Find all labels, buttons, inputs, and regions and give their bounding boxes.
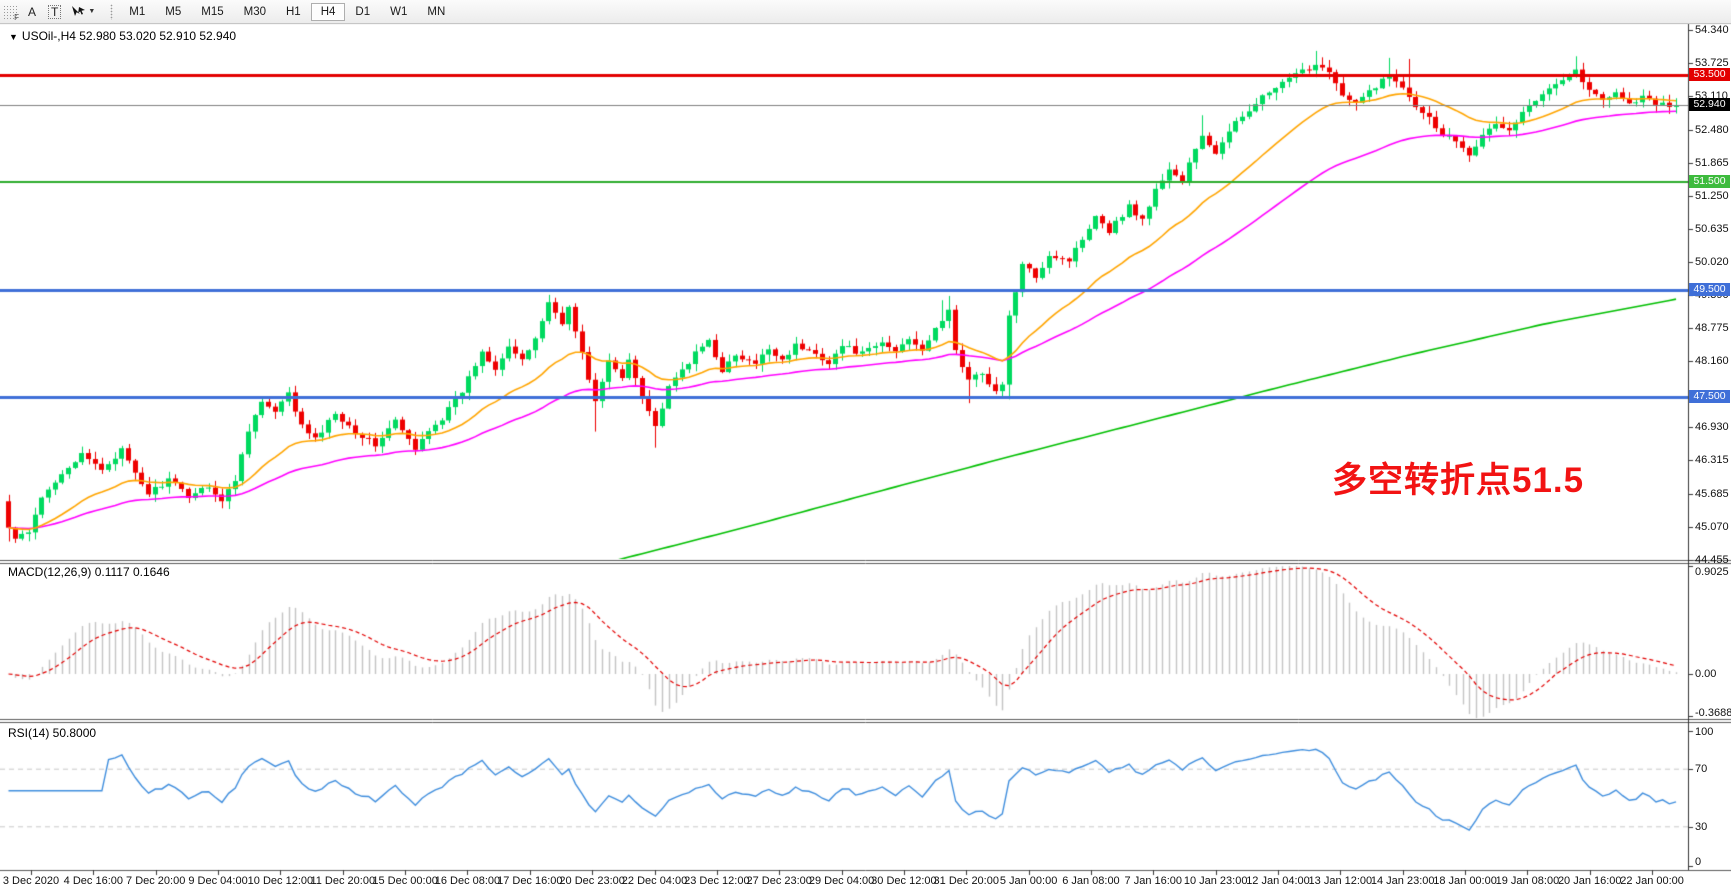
time-tick-label: 20 Jan 16:00 — [1557, 875, 1622, 887]
timeframe-button-D1[interactable]: D1 — [355, 6, 371, 18]
timeframe-button-H1[interactable]: H1 — [286, 6, 301, 18]
time-tick-label: 16 Dec 08:00 — [434, 875, 501, 887]
price-tick-label: 44.455 — [1695, 554, 1729, 566]
time-tick-label: 5 Jan 00:00 — [999, 875, 1058, 887]
toolbar-separator — [110, 3, 114, 20]
price-tick-label: 52.480 — [1695, 123, 1729, 136]
label-tool-button[interactable]: A — [22, 3, 42, 21]
symbol-dropdown-icon[interactable]: ▼ — [9, 32, 18, 42]
time-tick-label: 12 Jan 04:00 — [1246, 875, 1310, 887]
time-tick-label: 20 Dec 23:00 — [559, 875, 625, 887]
indicator-tick-label: 70 — [1695, 763, 1708, 776]
price-tick-label: 51.250 — [1695, 189, 1729, 202]
time-tick-label: 9 Dec 04:00 — [188, 875, 248, 887]
timeframe-button-M30[interactable]: M30 — [243, 6, 266, 18]
time-tick-label: 6 Jan 08:00 — [1062, 875, 1120, 887]
price-tick-label: 54.340 — [1695, 24, 1729, 36]
price-tick-label: 46.930 — [1695, 421, 1729, 434]
timeframe-button-M5[interactable]: M5 — [165, 6, 182, 18]
indicator-tick-label: 0 — [1695, 856, 1702, 868]
price-tick-label: 51.865 — [1695, 156, 1729, 169]
time-tick-label: 29 Dec 04:00 — [808, 875, 875, 887]
price-tick-label: 53.725 — [1695, 56, 1729, 69]
toolbar-grip-icon: F — [3, 4, 19, 22]
time-tick-label: 22 Jan 00:00 — [1620, 875, 1684, 887]
price-badge-47.500: 47.500 — [1689, 389, 1730, 403]
price-badge-51.500: 51.500 — [1689, 175, 1730, 189]
indicator-tick-label: 100 — [1695, 726, 1714, 738]
time-tick-label: 13 Jan 12:00 — [1308, 875, 1373, 887]
time-tick-label: 22 Dec 04:00 — [621, 875, 688, 887]
price-tick-label: 46.315 — [1695, 454, 1729, 467]
time-tick-label: 27 Dec 23:00 — [746, 875, 812, 887]
time-tick-label: 17 Dec 16:00 — [497, 875, 563, 887]
timeframe-button-H4[interactable]: H4 — [310, 3, 346, 21]
text-tool-button[interactable]: T — [44, 3, 65, 21]
time-tick-label: 3 Dec 2020 — [2, 875, 60, 887]
price-badge-52.940: 52.940 — [1689, 98, 1730, 112]
chart-annotation[interactable]: 多空转折点51.5 — [1332, 461, 1585, 500]
price-tick-label: 48.775 — [1695, 322, 1729, 335]
toolbar: F A T ▼ M1 M5 M15 M30 H1 H4 D1 W1 MN — [0, 0, 1731, 24]
price-tick-label: 50.635 — [1695, 222, 1729, 235]
time-tick-label: 7 Jan 16:00 — [1124, 875, 1183, 887]
indicator-tick-label: 0.9025 — [1695, 566, 1729, 578]
chevron-down-icon: ▼ — [88, 8, 96, 15]
time-tick-label: 18 Jan 00:00 — [1433, 875, 1497, 887]
indicator-tick-label: 0.00 — [1695, 668, 1717, 680]
price-badge-49.500: 49.500 — [1689, 282, 1730, 296]
indicator-tick-label: 30 — [1695, 820, 1708, 833]
time-tick-label: 19 Jan 08:00 — [1495, 875, 1560, 887]
chart-title-text: USOil-,H4 52.980 53.020 52.910 52.940 — [21, 29, 237, 43]
timeframe-button-MN[interactable]: MN — [427, 6, 446, 18]
price-tick-label: 45.070 — [1695, 521, 1729, 534]
timeframe-button-M15[interactable]: M15 — [201, 6, 224, 18]
macd-label: MACD(12,26,9) 0.1117 0.1646 — [8, 565, 170, 579]
time-tick-label: 10 Dec 12:00 — [247, 875, 314, 887]
rsi-label: RSI(14) 50.8000 — [8, 726, 97, 740]
indicator-tick-label: -0.3688 — [1695, 707, 1731, 719]
time-tick-label: 10 Jan 23:00 — [1183, 875, 1248, 887]
price-tick-label: 50.020 — [1695, 255, 1729, 268]
time-tick-label: 15 Dec 00:00 — [372, 875, 438, 887]
chart-title: ▼ USOil-,H4 52.980 53.020 52.910 52.940 — [9, 29, 236, 43]
time-tick-label: 30 Dec 12:00 — [871, 875, 937, 887]
time-tick-label: 4 Dec 16:00 — [63, 875, 123, 887]
time-tick-label: 31 Dec 20:00 — [933, 875, 999, 887]
timeframe-button-M1[interactable]: M1 — [129, 6, 146, 18]
time-tick-label: 14 Jan 23:00 — [1370, 875, 1435, 887]
timeframe-button-W1[interactable]: W1 — [390, 6, 408, 18]
price-badge-53.500: 53.500 — [1689, 68, 1730, 82]
arrows-tool-button[interactable]: ▼ — [67, 3, 99, 21]
time-tick-label: 7 Dec 20:00 — [126, 875, 186, 887]
price-tick-label: 48.160 — [1695, 355, 1729, 368]
time-tick-label: 11 Dec 20:00 — [310, 875, 376, 887]
time-tick-label: 23 Dec 12:00 — [684, 875, 750, 887]
price-tick-label: 45.685 — [1695, 488, 1729, 501]
timeframe-bar: M1 M5 M15 M30 H1 H4 D1 W1 MN — [119, 2, 455, 21]
arrow-cursor-icon — [72, 6, 86, 16]
